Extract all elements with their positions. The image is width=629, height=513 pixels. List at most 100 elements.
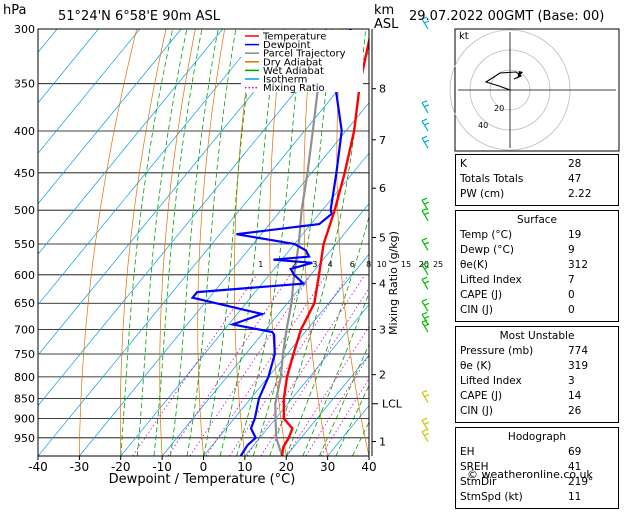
most-unstable-block: Most Unstable Pressure (mb) 774 θe (K) 319 L…	[455, 326, 619, 423]
x-tick-label: 0	[200, 460, 208, 474]
wet-adiabat	[153, 29, 203, 456]
isotherm-line	[38, 29, 265, 306]
wind-barb	[421, 319, 430, 333]
table-row: CAPE (J) 0	[460, 288, 614, 303]
row-label: Temp (°C)	[460, 229, 513, 241]
isotherm-line	[244, 304, 369, 456]
wind-barb	[421, 208, 430, 221]
pressure-tick-label: 750	[14, 348, 35, 361]
row-value: 2.22	[568, 188, 592, 200]
wind-barb	[421, 16, 430, 30]
wet-adiabat	[285, 215, 369, 456]
mixing-ratio-label: 4	[328, 260, 333, 269]
isotherm-line	[38, 29, 141, 154]
row-value: 319	[568, 360, 589, 372]
wind-barb	[421, 135, 430, 149]
row-value: 47	[568, 173, 582, 185]
table-row: CIN (J) 26	[460, 404, 614, 419]
row-value: 3	[568, 375, 575, 387]
pressure-tick-label: 650	[14, 297, 35, 310]
table-row: Dewp (°C) 9	[460, 243, 614, 258]
legend-label: Isotherm	[263, 75, 307, 86]
legend-label: Dewpoint	[263, 40, 311, 51]
table-row: CAPE (J) 14	[460, 389, 614, 404]
table-row: Temp (°C) 19	[460, 228, 614, 243]
mixing-ratio-label: 25	[433, 260, 443, 269]
axes: -40 -30 -20 -10 0 10 20 30 40 300 350 400 450 500 550 6…	[14, 23, 377, 474]
most-unstable-title: Most Unstable	[499, 330, 575, 342]
km-tick-label: 7	[379, 134, 386, 147]
wet-adiabat	[120, 29, 174, 456]
wind-barb	[421, 428, 430, 442]
storm-motion-arrow	[517, 71, 523, 79]
row-label: CIN (J)	[460, 405, 493, 417]
wind-barb	[421, 389, 430, 403]
table-row: PW (cm) 2.22	[460, 187, 614, 202]
surface-title: Surface	[516, 214, 557, 226]
pressure-tick-label: 400	[14, 125, 35, 138]
dry-adiabat	[303, 29, 328, 456]
x-tick-label: -20	[111, 460, 131, 474]
pressure-tick-label: 850	[14, 392, 35, 405]
table-row: Totals Totals 47	[460, 172, 614, 187]
row-value: 219°	[568, 476, 594, 488]
dry-adiabat	[79, 29, 138, 456]
row-label: Pressure (mb)	[460, 345, 534, 357]
row-value: 9	[568, 244, 575, 256]
hpa-unit-label: hPa	[3, 3, 26, 18]
table-row: SREH 41	[460, 460, 614, 475]
legend-label: Parcel Trajectory	[263, 49, 346, 60]
row-value: 7	[568, 274, 575, 286]
mixing-ratio-label: 6	[350, 260, 355, 269]
km-tick-label: 2	[379, 369, 386, 382]
row-value: 26	[568, 405, 582, 417]
row-label: θe(K)	[460, 259, 488, 271]
row-label: EH	[460, 446, 475, 458]
x-tick-label: 20	[279, 460, 294, 474]
pressure-tick-label: 600	[14, 269, 35, 282]
x-tick-label: -30	[70, 460, 90, 474]
row-label: CIN (J)	[460, 304, 493, 316]
wind-barbs	[421, 16, 430, 442]
row-value: 11	[568, 491, 582, 503]
dry-adiabat	[336, 29, 369, 456]
pressure-tick-label: 950	[14, 432, 35, 445]
row-label: SREH	[460, 461, 489, 473]
x-tick-label: 40	[361, 460, 376, 474]
row-value: 774	[568, 345, 589, 357]
wet-adiabat	[236, 29, 304, 456]
skewt-chart: -40 -30 -20 -10 0 10 20 30 403003504004505005506…	[3, 3, 620, 486]
isotherm-line	[203, 253, 369, 456]
x-tick-label: -40	[28, 460, 48, 474]
km-tick-label: 3	[379, 324, 386, 337]
table-row: EH 69	[460, 445, 614, 460]
isotherm-line	[161, 203, 369, 456]
wind-barb	[421, 311, 430, 325]
mixing-ratio-label: 2	[292, 260, 297, 269]
temperature-line	[280, 35, 369, 456]
isotherm-line	[285, 354, 369, 456]
table-row: θe(K) 312	[460, 258, 614, 273]
table-row: Pressure (mb) 774	[460, 344, 614, 359]
isotherm-line	[38, 29, 348, 407]
row-value: 28	[568, 158, 582, 170]
hodograph-unit-label: kt	[459, 31, 469, 42]
mixing-ratio-label: 8	[366, 260, 371, 269]
km-tick-label: 6	[379, 182, 386, 195]
pressure-tick-label: 800	[14, 371, 35, 384]
pressure-tick-label: 500	[14, 204, 35, 217]
mixing-ratio-line	[189, 274, 312, 456]
wind-barb	[421, 298, 430, 312]
legend-label: Mixing Ratio	[263, 83, 325, 94]
wind-barb	[421, 197, 430, 211]
row-label: K	[460, 158, 467, 170]
hodograph-table-title: Hodograph	[507, 431, 567, 443]
mixing-ratio-label: 3	[312, 260, 317, 269]
row-value: 14	[568, 390, 582, 402]
hodograph: kt 20 40	[449, 28, 620, 152]
mixing-ratio-line	[205, 274, 327, 456]
legend-label: Dry Adiabat	[263, 57, 322, 68]
pressure-tick-label: 300	[14, 23, 35, 36]
km-tick-label: 5	[379, 231, 386, 244]
